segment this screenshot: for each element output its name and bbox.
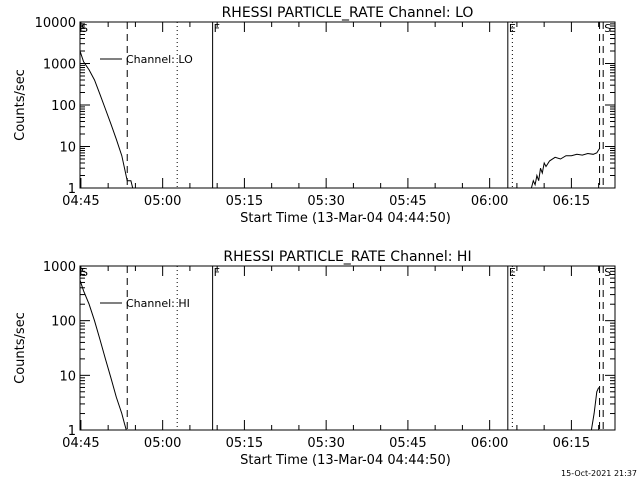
hi-plot-frame: [79, 265, 616, 431]
lo-x-tick-label: 05:00: [144, 194, 181, 209]
lo-x-tick-label: 06:15: [553, 194, 590, 209]
hi-y-tick-label: 10: [59, 369, 76, 384]
lo-legend-label: Channel: LO: [126, 53, 193, 66]
hi-y-tick-label: 1000: [43, 260, 76, 275]
hi-y-tick-label: 1: [68, 424, 76, 439]
hi-y-tick-label: 100: [51, 315, 76, 330]
footer-timestamp: 15-Oct-2021 21:37: [561, 469, 637, 478]
hi-event-marker-label: E: [509, 266, 516, 279]
hi-rate-curve: [590, 387, 600, 431]
lo-y-tick-label: 100: [51, 99, 76, 114]
lo-event-marker-label: S: [81, 22, 88, 35]
lo-x-tick-label: 04:45: [62, 194, 99, 209]
lo-rate-curve: [79, 50, 134, 189]
hi-x-tick-label: 05:30: [307, 436, 344, 451]
hi-x-tick-label: 06:15: [553, 436, 590, 451]
lo-x-tick-label: 05:15: [226, 194, 263, 209]
lo-x-tick-label: 05:30: [307, 194, 344, 209]
lo-event-marker-label: S: [604, 22, 611, 35]
lo-chart-title: RHESSI PARTICLE_RATE Channel: LO: [222, 5, 474, 21]
hi-rate-curve: [79, 280, 127, 431]
hi-chart-title: RHESSI PARTICLE_RATE Channel: HI: [223, 249, 471, 265]
lo-y-tick-label: 1000: [43, 58, 76, 73]
lo-y-axis-label: Counts/sec: [13, 69, 28, 141]
lo-x-tick-label: 05:45: [389, 194, 426, 209]
hi-channel-panel: RHESSI PARTICLE_RATE Channel: HI Start Ti…: [13, 249, 616, 468]
hi-x-tick-label: 06:00: [471, 436, 508, 451]
hi-y-axis-label: Counts/sec: [13, 312, 28, 384]
hi-x-tick-label: 05:45: [389, 436, 426, 451]
hi-x-tick-label: 04:45: [62, 436, 99, 451]
hi-legend-label: Channel: HI: [126, 297, 190, 310]
lo-y-tick-label: 10000: [35, 16, 76, 31]
hi-event-marker-label: F: [214, 266, 220, 279]
hi-event-marker-label: S: [604, 266, 611, 279]
hi-x-tick-label: 05:00: [144, 436, 181, 451]
lo-channel-panel: RHESSI PARTICLE_RATE Channel: LO Start Ti…: [13, 5, 616, 226]
lo-event-marker-label: F: [214, 22, 220, 35]
lo-x-axis-label: Start Time (13-Mar-04 04:44:50): [240, 211, 451, 226]
lo-y-tick-label: 10: [59, 141, 76, 156]
lo-rate-curve: [530, 148, 601, 189]
hi-x-tick-label: 05:15: [226, 436, 263, 451]
hi-x-axis-label: Start Time (13-Mar-04 04:44:50): [240, 453, 451, 468]
lo-y-tick-label: 1: [68, 182, 76, 197]
hi-event-marker-label: S: [81, 266, 88, 279]
lo-plot-frame: [79, 21, 616, 189]
lo-x-tick-label: 06:00: [471, 194, 508, 209]
lo-event-marker-label: E: [509, 22, 516, 35]
